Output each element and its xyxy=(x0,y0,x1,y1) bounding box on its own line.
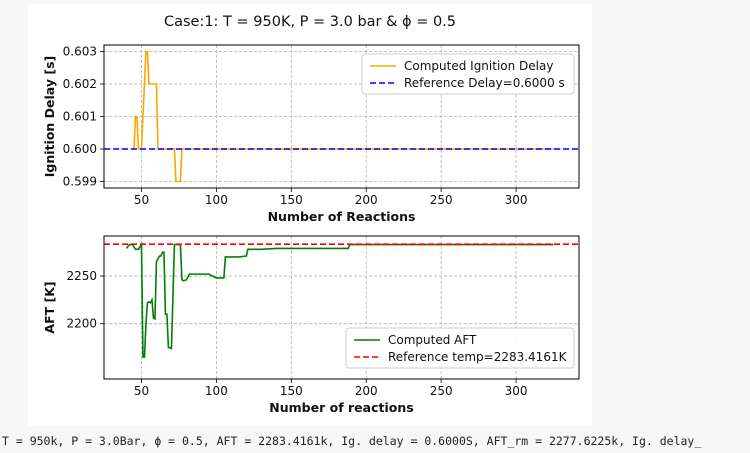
y-axis-label: AFT [K] xyxy=(42,281,57,333)
legend-label: Computed AFT xyxy=(388,333,477,347)
aft-plot: 50 100 150 200 250 300 2200 2250 Number of react… xyxy=(42,235,580,415)
y-tick-label: 0.601 xyxy=(63,110,97,124)
x-tick-label: 50 xyxy=(134,193,149,207)
y-tick-label: 2250 xyxy=(66,269,97,283)
y-tick-label: 0.599 xyxy=(63,175,97,189)
axes-frame xyxy=(103,235,580,380)
x-axis-label: Number of reactions xyxy=(269,400,413,415)
x-tick-label: 100 xyxy=(205,384,228,398)
x-tick-label: 200 xyxy=(355,193,378,207)
x-tick-label: 50 xyxy=(134,384,149,398)
console-output-line: T = 950k, P = 3.0Bar, ϕ = 0.5, AFT = 228… xyxy=(2,434,702,448)
y-axis-label: Ignition Delay [s] xyxy=(42,56,57,177)
legend-box xyxy=(345,327,575,369)
y-tick-label: 0.600 xyxy=(63,142,97,156)
legend-box xyxy=(361,53,575,95)
legend-label: Reference Delay=0.6000 s xyxy=(404,76,565,90)
axes-frame xyxy=(103,44,580,189)
ignition-delay-plot: 50 100 150 200 250 300 0.599 0.600 0.601 0.602 0.6… xyxy=(42,44,580,224)
legend-label: Reference temp=2283.4161K xyxy=(388,350,568,364)
computed-series-line xyxy=(125,241,554,358)
figure: Case:1: T = 950K, P = 3.0 bar & ϕ = 0.5 … xyxy=(42,14,580,415)
x-tick-label: 100 xyxy=(205,193,228,207)
x-axis-label: Number of Reactions xyxy=(268,209,416,224)
legend-label: Computed Ignition Delay xyxy=(404,59,553,73)
y-tick-label: 2200 xyxy=(66,317,97,331)
figure-title: Case:1: T = 950K, P = 3.0 bar & ϕ = 0.5 xyxy=(164,14,456,30)
y-tick-label: 0.602 xyxy=(63,77,97,91)
x-tick-label: 300 xyxy=(505,193,528,207)
x-tick-label: 200 xyxy=(355,384,378,398)
y-tick-label: 0.603 xyxy=(63,45,97,59)
x-tick-label: 300 xyxy=(505,384,528,398)
x-tick-label: 250 xyxy=(430,384,453,398)
x-tick-label: 150 xyxy=(280,384,303,398)
x-tick-label: 250 xyxy=(430,193,453,207)
x-tick-label: 150 xyxy=(280,193,303,207)
